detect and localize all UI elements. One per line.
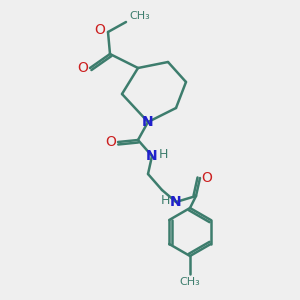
Text: H: H [160, 194, 170, 206]
Text: O: O [106, 135, 116, 149]
Text: CH₃: CH₃ [129, 11, 150, 21]
Text: O: O [202, 171, 212, 185]
Text: N: N [142, 115, 154, 129]
Text: N: N [146, 149, 158, 163]
Text: H: H [158, 148, 168, 160]
Text: N: N [170, 195, 182, 209]
Text: O: O [94, 23, 105, 37]
Text: CH₃: CH₃ [180, 277, 200, 287]
Text: O: O [78, 61, 88, 75]
